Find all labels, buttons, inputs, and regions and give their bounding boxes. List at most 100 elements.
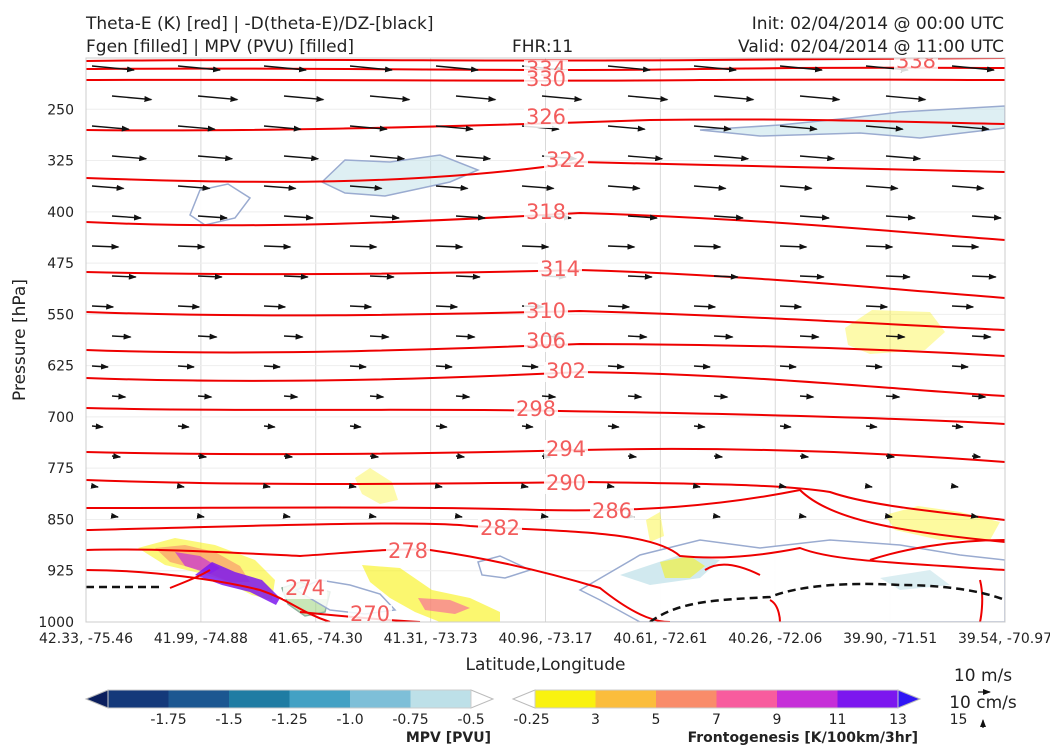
wind-vector bbox=[692, 482, 701, 489]
theta-e-label: 270 bbox=[350, 602, 390, 626]
contour-label-bg bbox=[283, 579, 327, 599]
wind-vector bbox=[262, 482, 271, 489]
wind-vector bbox=[865, 243, 894, 250]
colorbar-tick-label: 9 bbox=[773, 712, 782, 728]
contour-label-bg bbox=[590, 502, 634, 522]
wind-vector bbox=[971, 273, 997, 280]
wind-vector bbox=[521, 184, 555, 191]
wind-vector bbox=[713, 333, 734, 340]
wind-vector bbox=[177, 65, 221, 73]
wind-vector bbox=[177, 423, 190, 430]
wind-vector bbox=[885, 393, 901, 400]
wind-vector bbox=[455, 214, 486, 221]
y-tick-label: 775 bbox=[47, 461, 74, 477]
theta-e-contour-line bbox=[86, 309, 1005, 331]
wind-vector bbox=[197, 393, 213, 400]
wind-vector bbox=[369, 273, 395, 280]
y-axis-label: Pressure [hPa] bbox=[10, 279, 30, 401]
contour-label-bg bbox=[478, 519, 522, 539]
wind-vector bbox=[971, 333, 992, 340]
wind-vector bbox=[263, 303, 287, 310]
wind-vector bbox=[435, 303, 459, 310]
wind-vector bbox=[111, 155, 148, 162]
wind-vector bbox=[263, 363, 281, 370]
wind-vector bbox=[865, 363, 883, 370]
wind-vector bbox=[455, 95, 497, 102]
wind-vector bbox=[951, 125, 990, 132]
y-tick-label: 250 bbox=[47, 102, 74, 118]
wind-vector bbox=[521, 423, 534, 430]
wind-vector bbox=[693, 125, 732, 132]
wind-vector bbox=[197, 273, 223, 280]
wind-vector bbox=[369, 155, 406, 162]
wind-vector bbox=[455, 453, 466, 460]
colorbar-swatch bbox=[595, 690, 657, 708]
x-axis-label: Latitude,Longitude bbox=[466, 655, 626, 675]
wind-vector bbox=[607, 184, 641, 191]
wind-vector bbox=[865, 184, 899, 191]
colorbar-swatch bbox=[837, 690, 899, 708]
y-tick-label: 850 bbox=[47, 512, 74, 528]
wind-vector bbox=[627, 333, 648, 340]
y-tick-label: 400 bbox=[47, 205, 74, 221]
wind-vector bbox=[111, 453, 122, 460]
wind-vector bbox=[349, 423, 362, 430]
colorbar-tick-label: -1.75 bbox=[150, 712, 186, 728]
wind-vector bbox=[455, 393, 471, 400]
colorbar-tick-label: -0.25 bbox=[513, 712, 549, 728]
wind-vector bbox=[693, 65, 737, 73]
wind-vector bbox=[283, 453, 294, 460]
wind-vector bbox=[283, 95, 325, 102]
wind-vectors bbox=[90, 65, 1002, 519]
wind-vector bbox=[885, 453, 896, 460]
colorbar-frame bbox=[534, 689, 899, 709]
wind-vector bbox=[435, 65, 479, 73]
theta-e-label: 278 bbox=[388, 539, 428, 563]
wind-vector bbox=[177, 184, 211, 191]
wind-vector bbox=[91, 363, 109, 370]
contour-label-bg bbox=[544, 362, 588, 382]
wind-vector bbox=[111, 273, 137, 280]
wind-vector bbox=[349, 243, 378, 250]
contour-label-bg bbox=[544, 474, 588, 494]
wind-vector bbox=[263, 184, 297, 191]
wind-vector bbox=[778, 482, 787, 489]
wind-vector bbox=[951, 184, 985, 191]
wind-vector bbox=[865, 423, 878, 430]
wind-vector bbox=[540, 512, 549, 519]
theta-e-label: 298 bbox=[516, 397, 556, 421]
colorbar-swatch bbox=[168, 690, 230, 708]
colorbar-tick-label: 7 bbox=[712, 712, 721, 728]
colorbar-tick-label: -0.75 bbox=[392, 712, 428, 728]
y-tick-label: 625 bbox=[47, 359, 74, 375]
wind-vector bbox=[197, 214, 228, 221]
wind-vector bbox=[627, 155, 664, 162]
theta-e-contour-line bbox=[86, 118, 1005, 132]
wind-vector bbox=[606, 482, 615, 489]
x-tick-label: 42.33, -75.46 bbox=[39, 631, 133, 647]
wind-vector bbox=[779, 423, 792, 430]
contour-label-bg bbox=[524, 70, 568, 90]
theta-e-contour-line bbox=[86, 342, 1005, 357]
wind-vector bbox=[864, 482, 873, 489]
contour-label-bg bbox=[538, 260, 582, 280]
contour-label-bg bbox=[894, 58, 938, 72]
contour-label-bg bbox=[524, 203, 568, 223]
wind-vector bbox=[283, 273, 309, 280]
wind-vector bbox=[799, 95, 841, 102]
wind-vector bbox=[435, 125, 474, 132]
colorbar-extend-low bbox=[84, 689, 109, 709]
chart-title-line2: Fgen [filled] | MPV (PVU) [filled] bbox=[86, 37, 355, 57]
y-tick-label: 550 bbox=[47, 307, 74, 323]
theta-e-label: 286 bbox=[592, 499, 632, 523]
wind-vector bbox=[177, 243, 206, 250]
wind-vector bbox=[779, 125, 818, 132]
wind-vector bbox=[713, 155, 750, 162]
wind-vector bbox=[693, 363, 711, 370]
colorbar-swatch bbox=[350, 690, 411, 708]
wind-vector bbox=[454, 512, 463, 519]
colorbar-swatch bbox=[656, 690, 717, 708]
theta-e-contour-line bbox=[86, 479, 1005, 521]
wind-vector bbox=[111, 95, 153, 102]
wind-vector bbox=[627, 273, 653, 280]
